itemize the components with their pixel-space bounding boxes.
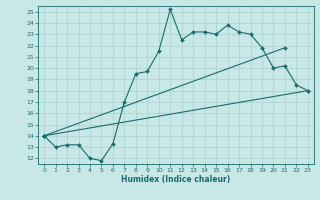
X-axis label: Humidex (Indice chaleur): Humidex (Indice chaleur): [121, 175, 231, 184]
